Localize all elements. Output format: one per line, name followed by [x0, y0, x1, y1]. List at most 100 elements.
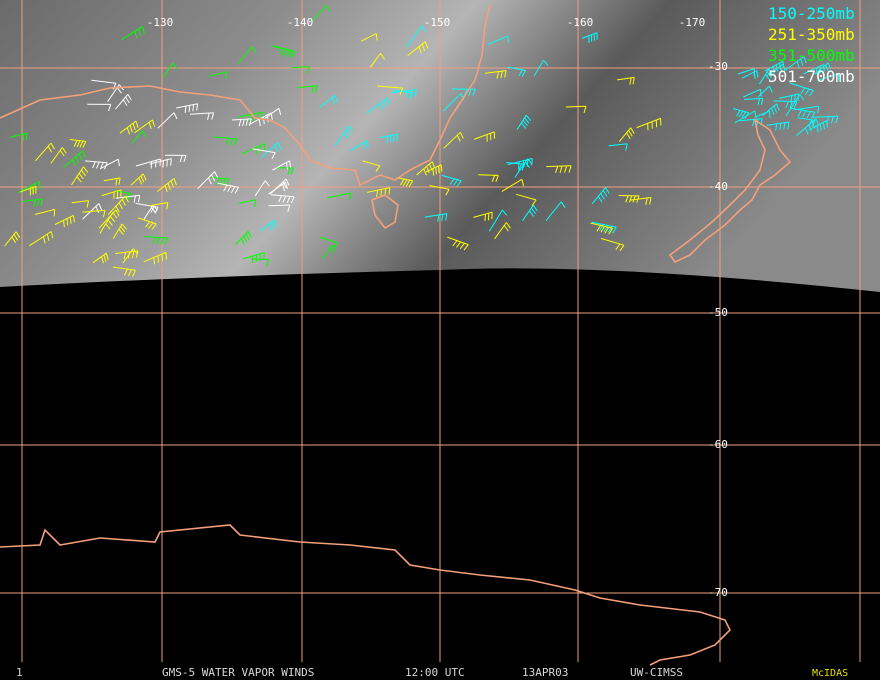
wind-barb: [629, 197, 652, 205]
coastline-australia: [0, 4, 491, 187]
wind-barb: [4, 231, 21, 247]
wind-barb: [9, 132, 28, 141]
wind-barb: [533, 59, 549, 77]
wind-barb: [252, 148, 276, 160]
wind-barb: [360, 33, 378, 42]
latitude-label: -40: [708, 180, 728, 193]
wind-barb: [107, 195, 129, 216]
wind-barb: [601, 238, 625, 252]
wind-barb: [758, 69, 774, 85]
wind-barb: [501, 178, 524, 192]
wind-barb: [766, 121, 790, 131]
latitude-label: -70: [708, 586, 728, 599]
coastline-new-zealand: [668, 118, 792, 264]
wind-barb: [591, 221, 617, 234]
wind-barb: [581, 32, 598, 43]
wind-barb: [260, 142, 282, 159]
wind-barb: [429, 185, 450, 196]
wind-barb: [34, 208, 56, 217]
wind-barb: [636, 117, 662, 131]
wind-barb: [149, 158, 172, 168]
legend-entry: 501-700mb: [768, 67, 855, 86]
wind-barb: [773, 100, 798, 109]
wind-barb: [143, 251, 167, 265]
wind-barb: [176, 103, 199, 113]
footer: 1 GMS-5 WATER VAPOR WINDS 12:00 UTC 13AP…: [16, 666, 848, 679]
frame-number: 1: [16, 666, 23, 679]
wind-barb: [515, 193, 537, 206]
wind-barb: [416, 161, 436, 176]
product-title: GMS-5 WATER VAPOR WINDS: [162, 666, 314, 679]
wind-barb: [276, 167, 294, 175]
wind-barb: [121, 25, 145, 41]
wind-barb: [744, 97, 764, 106]
wind-barb: [487, 35, 509, 46]
wind-barb: [63, 150, 86, 168]
legend-entry: 351-500mb: [768, 46, 855, 65]
wind-barb: [232, 118, 252, 127]
wind-barb: [217, 182, 240, 194]
longitude-label: -140: [287, 16, 314, 29]
wind-barb: [268, 204, 291, 212]
wind-barb: [150, 202, 169, 210]
longitude-label: -170: [679, 16, 706, 29]
wind-barb: [101, 189, 122, 199]
wind-barb: [789, 82, 814, 97]
wind-barb: [447, 236, 469, 251]
wind-barb: [259, 219, 278, 232]
wind-barb: [17, 181, 41, 194]
wind-barb: [762, 103, 780, 117]
software: McIDAS: [812, 668, 848, 679]
wind-barb: [99, 212, 118, 234]
wind-barb: [115, 250, 139, 260]
wind-barb: [494, 222, 511, 240]
wind-barb: [784, 55, 807, 71]
wind-barb: [235, 231, 252, 245]
wind-barb: [734, 110, 757, 124]
wind-barb: [115, 194, 141, 203]
wind-barb: [208, 71, 227, 79]
wind-barb: [103, 177, 121, 186]
wind-barb: [312, 4, 331, 21]
wind-barb: [50, 147, 67, 164]
wind-barb: [69, 139, 87, 148]
source: UW-CIMSS: [630, 666, 683, 679]
wind-barb: [297, 85, 318, 94]
wind-barb: [546, 165, 572, 174]
wind-barb: [618, 127, 635, 143]
wind-barb: [377, 85, 404, 95]
wind-barb: [119, 120, 139, 135]
wind-barb: [516, 114, 532, 130]
time: 12:00 UTC: [405, 666, 465, 679]
wind-barb: [451, 88, 476, 96]
wind-barb: [130, 173, 147, 186]
wind-barb: [238, 111, 264, 122]
graticule: [0, 0, 880, 662]
wind-barb: [507, 66, 526, 77]
coastline-antarctica: [0, 524, 731, 666]
wind-barb: [405, 25, 427, 48]
wind-barb: [565, 105, 587, 114]
wind-barb: [242, 252, 265, 264]
longitude-labels: -130 -140 -150 -160 -170: [147, 16, 706, 29]
wind-barb: [424, 213, 448, 222]
wind-barb: [796, 118, 819, 136]
wind-barb: [71, 166, 89, 186]
wind-barb: [319, 95, 338, 108]
wind-barb: [545, 201, 566, 221]
wind-barb: [757, 85, 773, 98]
wind-barb: [131, 130, 147, 144]
wind-barb: [507, 158, 533, 169]
wind-barb: [590, 222, 614, 235]
wind-barb: [617, 76, 635, 85]
wind-barb: [473, 131, 495, 142]
wind-barb: [785, 94, 805, 117]
wind-barb: [144, 236, 169, 245]
wind-barb: [739, 118, 763, 127]
legend-entry: 150-250mb: [768, 4, 855, 23]
coastlines: [0, 4, 792, 666]
wind-barb: [29, 231, 54, 247]
wind-barb: [591, 187, 610, 205]
wind-barb: [82, 209, 106, 218]
wind-barb: [35, 142, 55, 162]
